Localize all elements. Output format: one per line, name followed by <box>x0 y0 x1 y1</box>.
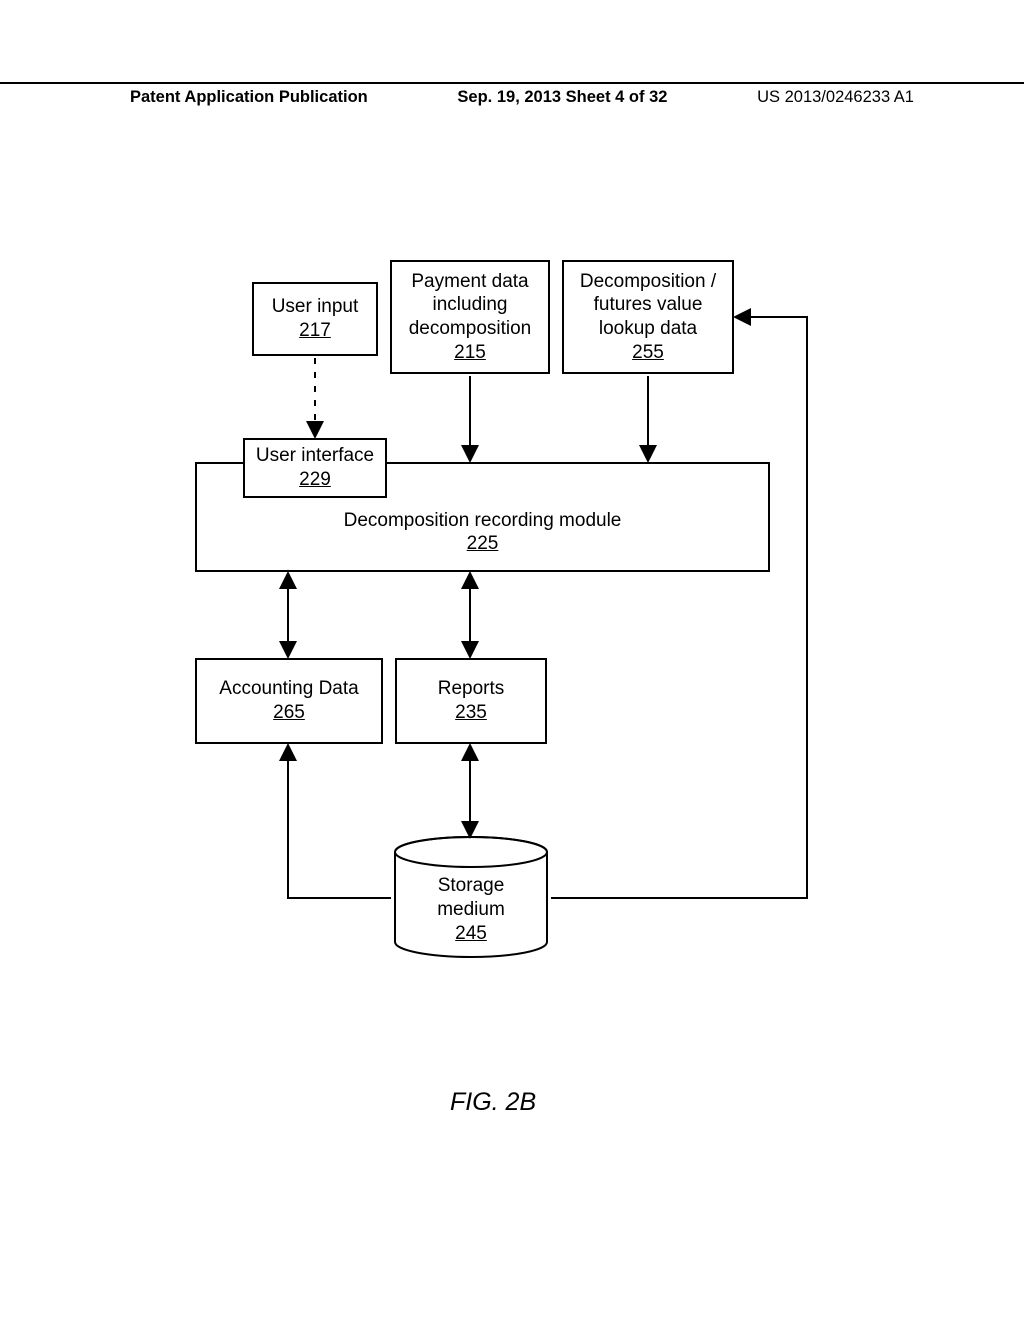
edge-storage-accounting <box>288 746 391 898</box>
page-header: Patent Application Publication Sep. 19, … <box>0 82 1024 107</box>
header-left: Patent Application Publication <box>130 88 368 107</box>
edges <box>195 260 835 1050</box>
flowchart: Decomposition recording module 225 User … <box>195 260 835 1050</box>
header-mid: Sep. 19, 2013 Sheet 4 of 32 <box>457 88 667 107</box>
figure-caption: FIG. 2B <box>450 1088 536 1117</box>
edge-storage-lookup <box>551 317 807 898</box>
header-right: US 2013/0246233 A1 <box>757 88 914 107</box>
page: Patent Application Publication Sep. 19, … <box>0 0 1024 1320</box>
